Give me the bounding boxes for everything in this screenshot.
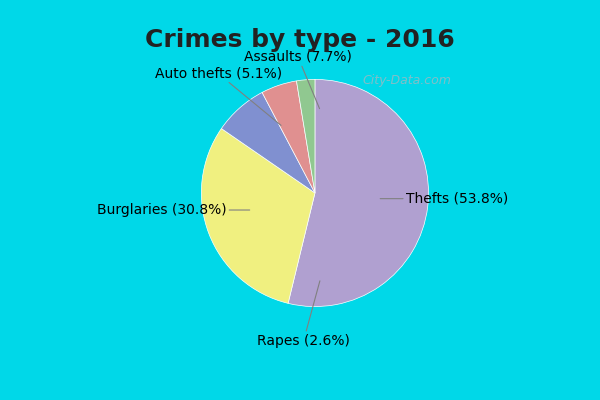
Text: Thefts (53.8%): Thefts (53.8%) <box>380 192 508 206</box>
Wedge shape <box>221 92 315 193</box>
Text: Burglaries (30.8%): Burglaries (30.8%) <box>97 203 250 217</box>
Text: Crimes by type - 2016: Crimes by type - 2016 <box>145 28 455 52</box>
Text: Assaults (7.7%): Assaults (7.7%) <box>244 50 352 109</box>
Wedge shape <box>262 81 315 193</box>
Wedge shape <box>296 79 315 193</box>
Wedge shape <box>202 128 315 303</box>
Wedge shape <box>288 79 428 306</box>
Text: Auto thefts (5.1%): Auto thefts (5.1%) <box>155 67 282 125</box>
Text: Rapes (2.6%): Rapes (2.6%) <box>257 281 350 348</box>
Text: City-Data.com: City-Data.com <box>362 74 451 87</box>
